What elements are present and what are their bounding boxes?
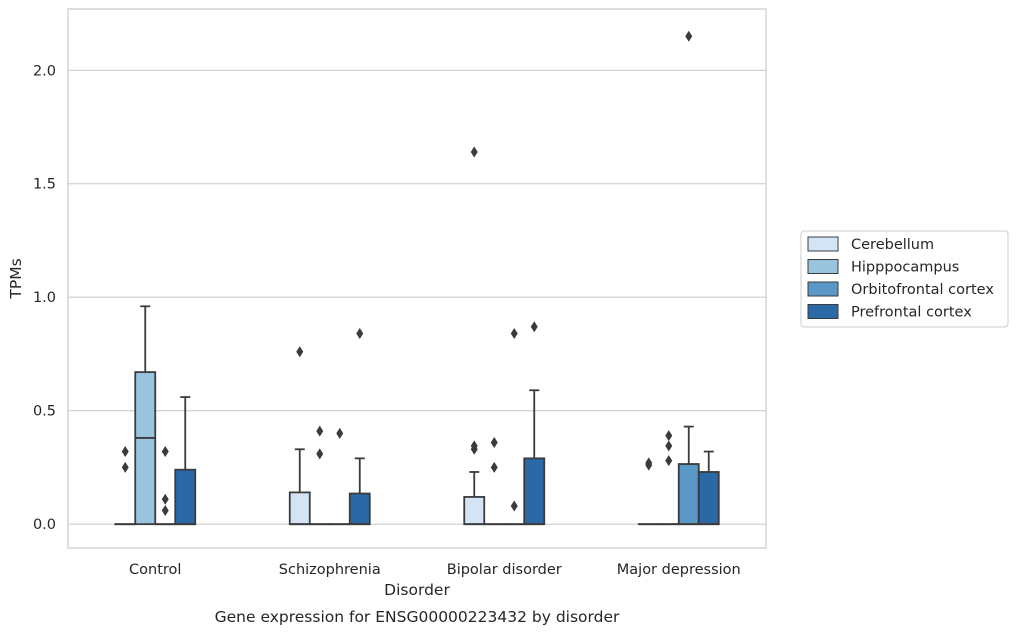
x-tick-label: Major depression (617, 562, 741, 578)
box-orbitofrontal-cortex (154, 446, 177, 526)
outlier-point (161, 446, 169, 458)
outlier-point (316, 425, 324, 437)
box-prefrontal-cortex (523, 321, 546, 526)
legend: Cerebellum Hipppocampus Orbitofrontal cort… (800, 230, 1009, 328)
outlier-point (490, 436, 498, 448)
outlier-point (470, 440, 478, 452)
plot-frame (67, 8, 767, 549)
outlier-point (510, 500, 518, 512)
legend-label: Cerebellum (851, 237, 934, 253)
box-body (697, 471, 720, 526)
box-cerebellum (463, 146, 486, 526)
x-tick-labels: Control Schizophrenia Bipolar disorder Majo… (129, 562, 741, 578)
outlier-point (121, 461, 129, 473)
outlier-point (645, 457, 653, 469)
outlier-point (665, 440, 673, 452)
outlier-point (530, 321, 538, 333)
box-body (523, 457, 546, 526)
box-body (463, 496, 486, 526)
box-cerebellum (114, 446, 137, 526)
legend-label: Prefrontal cortex (851, 305, 972, 321)
boxes (114, 30, 720, 526)
box-body (174, 468, 197, 526)
outlier-point (470, 146, 478, 158)
outlier-point (685, 30, 693, 42)
box-orbitofrontal-cortex (503, 328, 526, 526)
x-tick-label: Bipolar disorder (447, 562, 562, 578)
box-hipppocampus (308, 425, 331, 526)
x-tick-label: Schizophrenia (279, 562, 381, 578)
x-axis-label: Disorder (384, 581, 450, 599)
box-body (288, 491, 311, 526)
box-prefrontal-cortex (348, 328, 371, 526)
box-hipppocampus (657, 430, 680, 526)
outlier-point (665, 430, 673, 442)
box-hipppocampus (134, 305, 157, 526)
y-tick-label: 2.0 (33, 63, 56, 79)
outlier-point (296, 346, 304, 358)
box-body (677, 463, 700, 526)
outlier-point (161, 493, 169, 505)
box-hipppocampus (483, 436, 506, 526)
outlier-point (316, 448, 324, 460)
y-tick-label: 1.5 (33, 177, 56, 193)
legend-swatch (807, 281, 839, 297)
y-tick-label: 0.0 (33, 517, 56, 533)
box-body (134, 371, 157, 526)
y-tick-label: 1.0 (33, 290, 56, 306)
outlier-point (490, 461, 498, 473)
y-tick-labels: 0.0 0.5 1.0 1.5 2.0 (33, 63, 56, 533)
box-prefrontal-cortex (174, 396, 197, 526)
y-axis-label: TPMs (7, 258, 25, 299)
box-cerebellum (288, 346, 311, 526)
legend-frame (800, 230, 1009, 328)
legend-swatch (807, 236, 839, 252)
y-tick-label: 0.5 (33, 404, 56, 420)
x-tick-label: Control (129, 562, 181, 578)
outlier-point (161, 505, 169, 517)
legend-label: Hipppocampus (851, 260, 959, 276)
box-orbitofrontal-cortex (677, 30, 700, 526)
outlier-point (665, 455, 673, 467)
legend-swatch (807, 304, 839, 319)
box-body (348, 492, 371, 526)
box-cerebellum (637, 457, 660, 526)
outlier-point (336, 427, 344, 439)
outlier-point (510, 328, 518, 340)
box-orbitofrontal-cortex (328, 427, 351, 526)
legend-swatch (807, 259, 839, 274)
chart-title: Gene expression for ENSG00000223432 by d… (215, 608, 620, 626)
outlier-point (356, 328, 364, 340)
box-prefrontal-cortex (697, 450, 720, 526)
grid-lines (68, 69, 766, 525)
outlier-point (121, 446, 129, 458)
legend-label: Orbitofrontal cortex (851, 282, 994, 298)
